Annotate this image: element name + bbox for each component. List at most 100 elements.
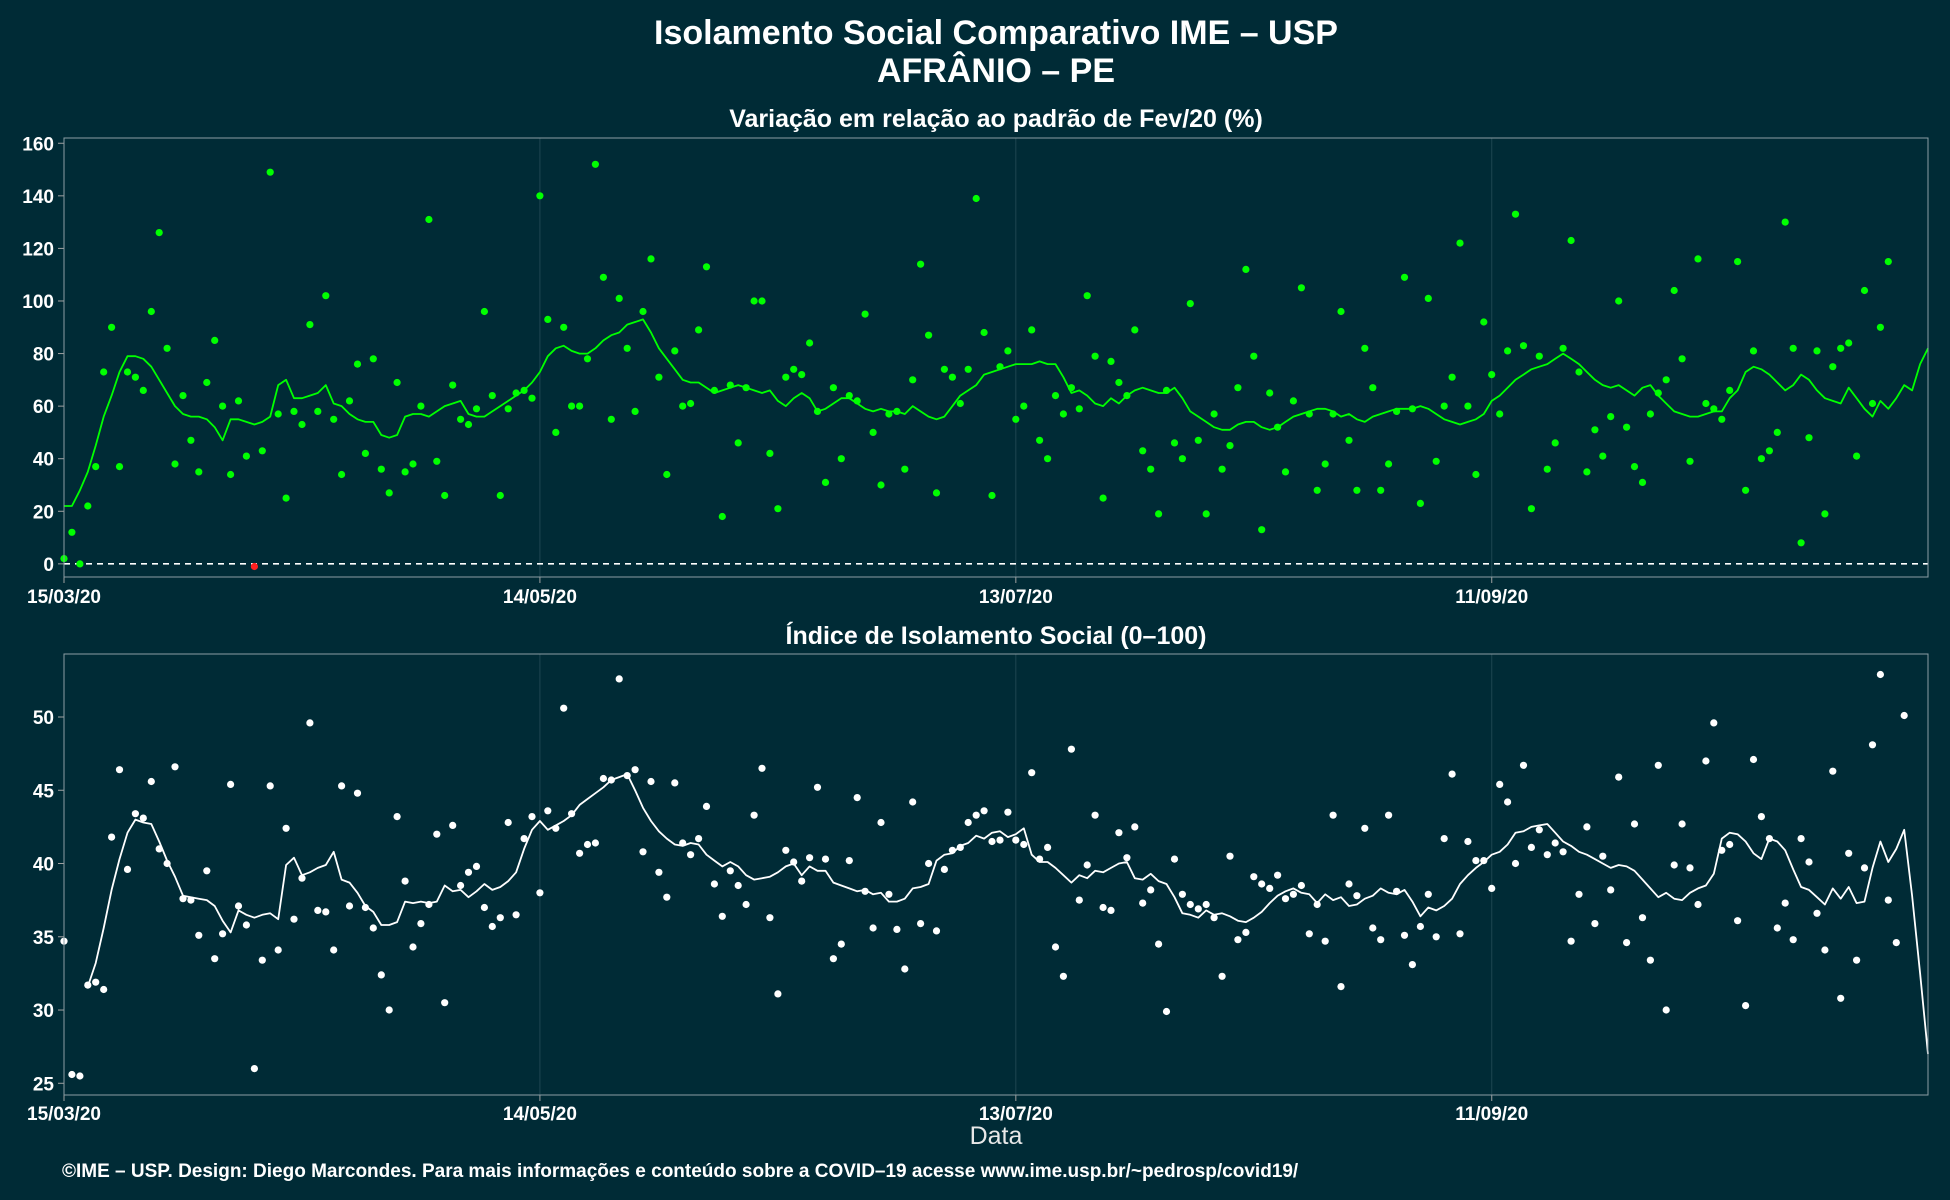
p1-point-48 <box>441 491 449 500</box>
p2-point-113 <box>956 843 964 852</box>
p1-point-24 <box>250 562 258 571</box>
figure-title-line2: AFRÂNIO – PE <box>877 52 1115 90</box>
p1-point-120 <box>1012 415 1020 423</box>
p2-point-109 <box>925 859 933 868</box>
p2-point-155 <box>1289 890 1297 898</box>
p2-point-219 <box>1797 835 1805 843</box>
p1-point-180 <box>1488 371 1496 379</box>
p1-point-19 <box>211 336 219 344</box>
p1-point-86 <box>742 384 750 392</box>
p2-point-128 <box>1075 896 1083 904</box>
p1-point-131 <box>1099 494 1107 502</box>
p2-point-210 <box>1726 840 1734 849</box>
p2-point-132 <box>1107 906 1115 915</box>
p2-point-122 <box>1028 769 1036 777</box>
p1-frame <box>63 137 1929 578</box>
p2-point-22 <box>234 902 243 910</box>
p1-point-83 <box>718 512 726 521</box>
x-axis-label: Data <box>970 1122 1023 1150</box>
p2-point-170 <box>1408 961 1416 969</box>
p1-point-146 <box>1218 465 1226 473</box>
p2-point-86 <box>742 900 750 909</box>
p1-point-156 <box>1297 284 1305 292</box>
p2-point-101 <box>861 887 869 895</box>
p2-point-69 <box>607 776 615 784</box>
p2-point-118 <box>996 836 1004 844</box>
p2-point-61 <box>544 807 552 815</box>
p1-point-115 <box>972 194 980 203</box>
p1-point-155 <box>1289 397 1297 405</box>
p2-point-73 <box>639 848 647 856</box>
p1-point-132 <box>1107 357 1115 365</box>
p1-point-217 <box>1781 218 1789 226</box>
p2-point-91 <box>782 846 790 854</box>
p2-point-97 <box>829 955 838 963</box>
p2-point-16 <box>187 896 195 904</box>
p2-point-146 <box>1218 972 1226 980</box>
p2-ytick-label-35: 35 <box>33 928 55 949</box>
p2-point-116 <box>980 807 988 815</box>
p1-point-186 <box>1535 352 1543 360</box>
p2-point-17 <box>195 931 203 939</box>
p2-point-139 <box>1162 1007 1171 1016</box>
p2-point-75 <box>655 868 663 876</box>
p1-point-202 <box>1662 376 1670 384</box>
p2-point-137 <box>1147 886 1155 894</box>
panel1-plot: 0 20 40 60 80 100 120 140 160 15/03/20 14/05/20 13/… <box>22 134 1929 608</box>
p1-point-52 <box>472 405 481 413</box>
p2-point-112 <box>948 846 957 854</box>
p1-point-62 <box>552 428 560 436</box>
p2-point-11 <box>147 777 155 786</box>
p1-point-177 <box>1464 402 1472 410</box>
p1-point-111 <box>940 365 949 373</box>
p1-point-224 <box>1837 344 1845 352</box>
p2-point-66 <box>583 840 592 849</box>
p1-xtick-label-2: 13/07/20 <box>979 587 1053 608</box>
p2-point-15 <box>179 895 187 903</box>
p2-point-172 <box>1424 890 1432 898</box>
p1-point-133 <box>1115 378 1123 387</box>
p2-point-174 <box>1440 835 1448 843</box>
p2-point-2 <box>76 1072 84 1080</box>
p1-point-15 <box>179 392 187 400</box>
p1-point-55 <box>496 491 504 500</box>
p2-point-212 <box>1742 1002 1750 1010</box>
p2-point-121 <box>1020 840 1028 849</box>
p1-point-179 <box>1480 318 1488 326</box>
p1-point-193 <box>1591 426 1599 434</box>
p2-point-96 <box>821 855 830 863</box>
p2-point-129 <box>1083 861 1091 869</box>
p1-point-35 <box>338 470 346 479</box>
p2-ytick-label-50: 50 <box>33 708 54 729</box>
p2-point-160 <box>1329 811 1337 819</box>
p2-point-224 <box>1837 994 1845 1002</box>
p2-point-106 <box>901 965 909 973</box>
p1-point-2 <box>76 560 84 568</box>
p2-point-209 <box>1718 846 1726 854</box>
p2-point-59 <box>528 813 536 821</box>
p1-point-152 <box>1266 389 1274 397</box>
p2-point-49 <box>449 821 457 830</box>
p1-point-226 <box>1853 452 1861 460</box>
p1-point-60 <box>536 192 544 200</box>
p2-point-142 <box>1186 900 1194 909</box>
p2-xtick-label-0: 15/03/20 <box>27 1104 101 1125</box>
p1-point-6 <box>108 323 116 331</box>
p1-point-51 <box>464 420 473 429</box>
panel1-title: Variação em relação ao padrão de Fev/20 … <box>729 105 1263 133</box>
p1-point-94 <box>806 339 814 347</box>
p2-point-151 <box>1258 880 1266 888</box>
p2-average-line <box>86 773 1929 1055</box>
p2-point-185 <box>1527 843 1535 852</box>
p1-point-87 <box>750 297 758 305</box>
p2-point-177 <box>1464 837 1472 846</box>
p1-point-50 <box>457 415 465 423</box>
p2-point-136 <box>1139 899 1147 907</box>
p1-point-58 <box>520 386 528 394</box>
p1-point-92 <box>790 365 798 373</box>
p1-point-122 <box>1028 326 1036 334</box>
p1-point-54 <box>488 392 496 400</box>
p2-point-124 <box>1044 843 1052 852</box>
p2-point-178 <box>1472 857 1480 865</box>
p2-point-98 <box>837 940 845 948</box>
